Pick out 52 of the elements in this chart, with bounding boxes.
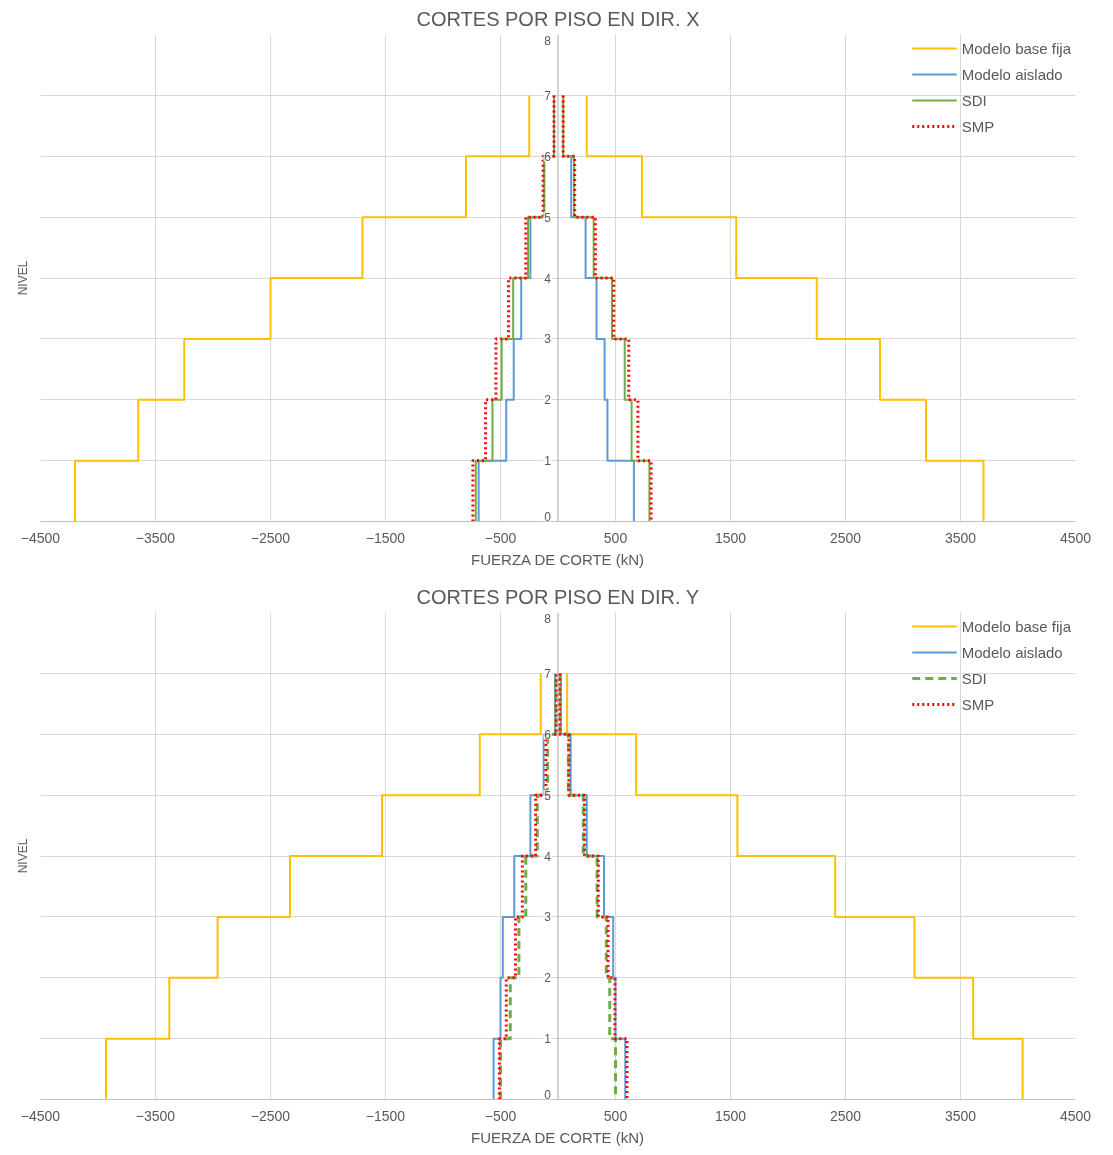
y-tick-label: 1 bbox=[544, 1032, 552, 1047]
x-tick-label: 2500 bbox=[829, 1107, 862, 1124]
x-tick-label: −2500 bbox=[250, 1107, 291, 1124]
x-tick-label: −500 bbox=[484, 529, 517, 546]
chart-title: CORTES POR PISO EN DIR. X bbox=[416, 7, 700, 30]
y-tick-label: 6 bbox=[544, 149, 552, 164]
x-tick-label: −500 bbox=[484, 1107, 517, 1124]
y-tick-label: 0 bbox=[544, 1087, 552, 1102]
x-tick-label: −1500 bbox=[365, 1107, 406, 1124]
x-axis-title: FUERZA DE CORTE (kN) bbox=[471, 1128, 645, 1146]
legend-label: SMP bbox=[961, 117, 995, 135]
x-tick-label: 3500 bbox=[944, 529, 977, 546]
legend-label: Modelo base fija bbox=[961, 39, 1071, 57]
y-tick-label: 5 bbox=[544, 788, 552, 803]
y-tick-label: 7 bbox=[544, 88, 552, 103]
y-tick-label: 3 bbox=[544, 910, 552, 925]
x-tick-label: 4500 bbox=[1059, 1107, 1092, 1124]
y-tick-label: 8 bbox=[544, 33, 552, 48]
legend-label: Modelo aislado bbox=[961, 643, 1063, 661]
y-tick-label: 3 bbox=[544, 332, 552, 347]
x-tick-label: 3500 bbox=[944, 1107, 977, 1124]
y-tick-label: 2 bbox=[544, 393, 552, 408]
x-tick-label: 1500 bbox=[714, 529, 747, 546]
y-tick-label: 6 bbox=[544, 727, 552, 742]
y-tick-label: 8 bbox=[544, 611, 552, 626]
legend-label: SDI bbox=[961, 669, 987, 687]
y-tick-label: 4 bbox=[544, 849, 552, 864]
y-tick-label: 2 bbox=[544, 971, 552, 986]
legend-label: SDI bbox=[961, 91, 987, 109]
x-tick-label: −3500 bbox=[135, 1107, 176, 1124]
x-tick-label: −4500 bbox=[20, 1107, 61, 1124]
x-tick-label: 500 bbox=[603, 1107, 628, 1124]
y-tick-label: 4 bbox=[544, 271, 552, 286]
x-tick-label: 2500 bbox=[829, 529, 862, 546]
x-tick-label: −2500 bbox=[250, 529, 291, 546]
chart-title: CORTES POR PISO EN DIR. Y bbox=[416, 585, 700, 608]
y-tick-label: 5 bbox=[544, 210, 552, 225]
legend-label: Modelo aislado bbox=[961, 65, 1063, 83]
x-tick-label: 4500 bbox=[1059, 529, 1092, 546]
x-tick-label: 1500 bbox=[714, 1107, 747, 1124]
x-tick-label: −3500 bbox=[135, 529, 176, 546]
x-tick-label: −4500 bbox=[20, 529, 61, 546]
legend-label: Modelo base fija bbox=[961, 617, 1071, 635]
y-axis-title: NIVEL bbox=[15, 838, 30, 874]
x-axis-title: FUERZA DE CORTE (kN) bbox=[471, 550, 645, 568]
legend-label: SMP bbox=[961, 695, 995, 713]
y-tick-label: 7 bbox=[544, 666, 552, 681]
x-tick-label: −1500 bbox=[365, 529, 406, 546]
y-tick-label: 0 bbox=[544, 509, 552, 524]
x-tick-label: 500 bbox=[603, 529, 628, 546]
y-tick-label: 1 bbox=[544, 454, 552, 469]
y-axis-title: NIVEL bbox=[15, 260, 30, 296]
